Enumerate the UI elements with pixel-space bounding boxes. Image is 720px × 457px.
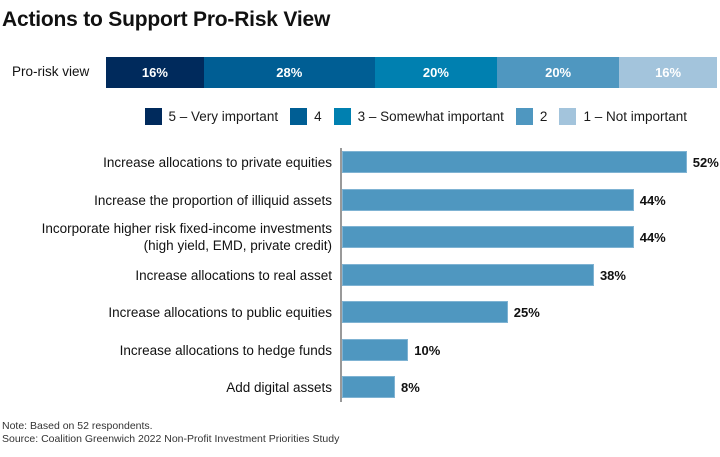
data-label: 38%: [599, 267, 626, 283]
bar-chart: Increase allocations to private equities…: [0, 145, 720, 405]
note-text: Note: Based on 52 respondents.: [2, 420, 153, 432]
stack-segment-label: 20%: [422, 65, 449, 80]
bar-row: Increase the proportion of illiquid asse…: [0, 187, 720, 213]
stack-segment: 20%: [374, 57, 498, 88]
category-label: Increase allocations to hedge funds: [119, 342, 332, 358]
stack-segment-label: 16%: [655, 65, 682, 80]
legend-item: 2: [515, 108, 548, 125]
legend-label: 1 – Not important: [583, 109, 687, 124]
source-text: Source: Coalition Greenwich 2022 Non-Pro…: [2, 433, 340, 445]
stacked-bar: 16% 28% 20% 20% 16%: [106, 57, 717, 88]
legend-label: 5 – Very important: [168, 109, 279, 124]
bar: [342, 151, 687, 173]
bar-row: Increase allocations to public equities 2…: [0, 299, 720, 325]
bar-row: Incorporate higher risk fixed-income inv…: [0, 221, 720, 253]
category-label: Increase the proportion of illiquid asse…: [94, 192, 332, 208]
legend-swatch: [515, 108, 533, 125]
category-label: Increase allocations to real asset: [135, 267, 332, 283]
category-label: Increase allocations to private equities: [103, 155, 332, 170]
legend: 5 – Very important 4 3 – Somewhat importan…: [0, 108, 720, 125]
bar: [342, 301, 508, 323]
data-label: 44%: [639, 192, 666, 208]
bar-row: Increase allocations to private equities…: [0, 149, 720, 175]
stacked-bar-label: Pro-risk view: [12, 64, 90, 79]
category-label: Increase allocations to public equities: [108, 305, 332, 320]
data-label: 25%: [513, 305, 540, 320]
chart-title: Actions to Support Pro-Risk View: [2, 8, 331, 31]
footnote: Note: Based on 52 respondents. Source: C…: [2, 420, 339, 446]
legend-swatch: [290, 108, 308, 125]
bar: [342, 188, 634, 211]
stack-segment: 16%: [619, 57, 717, 88]
stack-segment-label: 20%: [545, 65, 572, 80]
bar: [342, 226, 634, 248]
legend-item: 1 – Not important: [559, 108, 687, 125]
stack-segment: 28%: [203, 57, 375, 88]
stack-segment-label: 16%: [141, 65, 168, 80]
legend-item: 5 – Very important: [144, 108, 279, 125]
bar: [342, 338, 409, 361]
legend-item: 4: [290, 108, 322, 125]
y-axis-line: [340, 148, 342, 402]
stack-segment: 20%: [497, 57, 620, 88]
legend-swatch: [333, 108, 351, 125]
data-label: 10%: [414, 342, 441, 358]
legend-item: 3 – Somewhat important: [333, 108, 504, 125]
data-label: 44%: [639, 230, 666, 245]
bar-row: Increase allocations to real asset 38%: [0, 262, 720, 288]
data-label: 52%: [692, 155, 719, 170]
bar-row: Add digital assets 8%: [0, 374, 720, 400]
stack-segment: 16%: [106, 57, 204, 88]
data-label: 8%: [401, 380, 420, 395]
bar: [342, 263, 594, 286]
stack-segment-label: 28%: [276, 65, 303, 80]
bar-row: Increase allocations to hedge funds 10%: [0, 337, 720, 363]
category-label: Incorporate higher risk fixed-income inv…: [41, 221, 332, 253]
bar: [342, 376, 396, 398]
legend-swatch: [144, 108, 162, 125]
legend-label: 4: [314, 109, 322, 124]
legend-swatch: [559, 108, 577, 125]
legend-label: 2: [539, 109, 548, 124]
legend-label: 3 – Somewhat important: [357, 109, 504, 124]
category-label: Add digital assets: [226, 380, 332, 395]
